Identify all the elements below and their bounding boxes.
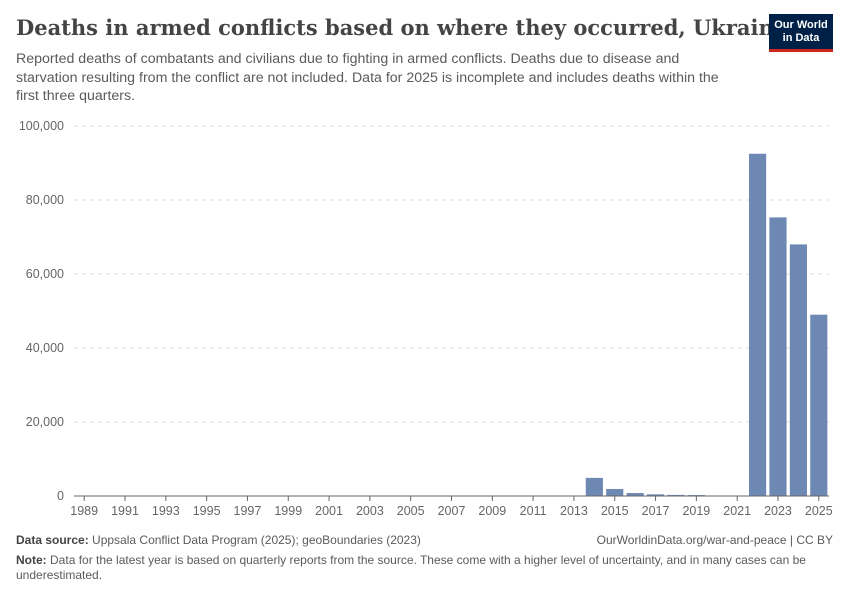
data-source: Data source: Uppsala Conflict Data Progr… bbox=[16, 533, 421, 548]
gridlines bbox=[74, 125, 829, 423]
x-tick-label: 1989 bbox=[70, 504, 98, 518]
bar-2016[interactable] bbox=[626, 493, 644, 496]
y-tick-label: 60,000 bbox=[26, 267, 64, 281]
x-tick-label: 1995 bbox=[193, 504, 221, 518]
bar-2014[interactable] bbox=[585, 477, 603, 496]
bar-2025[interactable] bbox=[810, 314, 828, 496]
x-tick-label: 1993 bbox=[152, 504, 180, 518]
x-tick-label: 2023 bbox=[764, 504, 792, 518]
x-tick-label: 2017 bbox=[642, 504, 670, 518]
x-tick-label: 2001 bbox=[315, 504, 343, 518]
note-label: Note: bbox=[16, 553, 47, 567]
x-tick-label: 2025 bbox=[805, 504, 833, 518]
bar-2018[interactable] bbox=[667, 494, 685, 496]
chart-subtitle: Reported deaths of combatants and civili… bbox=[16, 51, 719, 104]
y-tick-label: 40,000 bbox=[26, 341, 64, 355]
x-tick-label: 2011 bbox=[520, 504, 547, 518]
chart-note: Note: Data for the latest year is based … bbox=[16, 553, 826, 583]
logo-line-2: in Data bbox=[782, 32, 820, 44]
y-tick-label: 0 bbox=[57, 489, 64, 503]
source-text[interactable]: Uppsala Conflict Data Program (2025); ge… bbox=[92, 533, 421, 547]
bar-2022[interactable] bbox=[749, 153, 767, 496]
source-label: Data source: bbox=[16, 533, 89, 547]
owid-logo[interactable]: Our World in Data bbox=[769, 14, 833, 52]
x-tick-label: 2015 bbox=[601, 504, 629, 518]
x-tick-label: 1999 bbox=[274, 504, 302, 518]
y-tick-label: 100,000 bbox=[19, 119, 64, 133]
x-axis-ticks: 1989 1991 1993 1995 1997 1999 2001 2003 2005 2007… bbox=[70, 496, 833, 518]
x-tick-label: 2021 bbox=[723, 504, 751, 518]
x-tick-label: 2019 bbox=[682, 504, 710, 518]
chart-title: Deaths in armed conflicts based on where… bbox=[16, 15, 788, 40]
bar-2024[interactable] bbox=[789, 244, 807, 496]
logo-line-1: Our World bbox=[774, 19, 828, 31]
x-tick-label: 2009 bbox=[478, 504, 506, 518]
x-tick-label: 2003 bbox=[356, 504, 384, 518]
x-tick-label: 1991 bbox=[111, 504, 139, 518]
x-tick-label: 2007 bbox=[438, 504, 466, 518]
bar-2015[interactable] bbox=[606, 488, 624, 496]
x-tick-label: 1997 bbox=[234, 504, 262, 518]
bar-2023[interactable] bbox=[769, 217, 787, 496]
bars bbox=[585, 153, 828, 496]
bar-2017[interactable] bbox=[646, 494, 665, 496]
y-tick-label: 20,000 bbox=[26, 415, 64, 429]
x-tick-label: 2005 bbox=[397, 504, 425, 518]
y-axis-ticks: 0 20,000 40,000 60,000 80,000 100,000 bbox=[19, 119, 64, 503]
source-url[interactable]: OurWorldinData.org/war-and-peace | CC BY bbox=[596, 533, 833, 547]
note-text: Data for the latest year is based on qua… bbox=[16, 553, 806, 582]
x-tick-label: 2013 bbox=[560, 504, 588, 518]
y-tick-label: 80,000 bbox=[26, 193, 64, 207]
